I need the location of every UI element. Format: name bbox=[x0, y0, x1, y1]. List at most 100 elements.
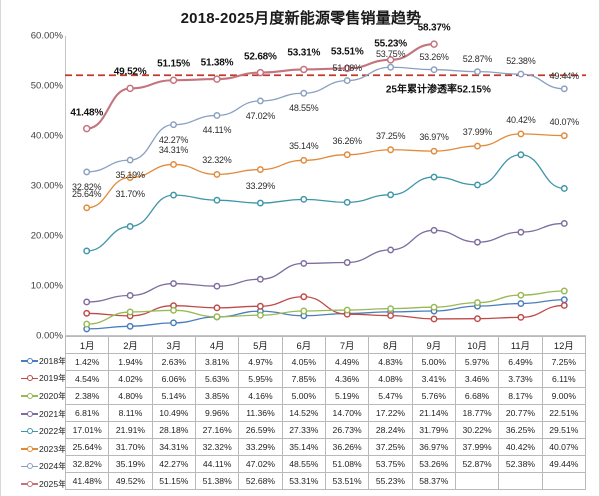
table-cell: 31.79% bbox=[411, 421, 456, 439]
legend-label: 2023年 bbox=[39, 443, 67, 454]
legend-marker-icon bbox=[21, 374, 38, 383]
legend-label: 2025年 bbox=[39, 478, 67, 489]
table-cell: 36.25% bbox=[498, 421, 543, 439]
table-cell: 49.44% bbox=[541, 455, 587, 473]
table-cell: 42.27% bbox=[151, 455, 196, 473]
legend-marker-icon bbox=[21, 479, 38, 488]
table-row: 17.01% 21.91% 28.18% 27.16% 26.59% 27.33% 26.7… bbox=[64, 421, 587, 439]
table-cell: 5.00% bbox=[281, 387, 326, 405]
table-cell: 52.68% bbox=[238, 472, 283, 490]
table-cell: 5.76% bbox=[411, 387, 456, 405]
table-column-header: 12月 bbox=[541, 336, 587, 354]
data-label: 52.68% bbox=[244, 51, 277, 63]
legend-item-2022年: 2022年 bbox=[21, 422, 67, 440]
table-column-header: 11月 bbox=[498, 336, 543, 354]
table-cell: 8.11% bbox=[108, 404, 153, 422]
table-cell: 26.73% bbox=[324, 421, 370, 439]
table-cell: 4.49% bbox=[324, 353, 370, 371]
table-cell: 52.87% bbox=[454, 455, 500, 473]
table-column-header: 8月 bbox=[368, 336, 413, 354]
table-cell: 6.11% bbox=[541, 370, 587, 388]
table-cell: 6.49% bbox=[498, 353, 543, 371]
table-cell: 6.68% bbox=[454, 387, 500, 405]
table-row: 1.42% 1.94% 2.63% 3.81% 4.97% 4.05% 4.49% 4.83%… bbox=[64, 353, 587, 371]
table-cell: 41.48% bbox=[64, 472, 110, 490]
table-cell: 5.63% bbox=[194, 370, 240, 388]
legend-marker-icon bbox=[21, 391, 38, 400]
table-cell: 14.70% bbox=[324, 404, 370, 422]
data-label: 52.87% bbox=[462, 53, 493, 64]
table-cell: 53.51% bbox=[324, 472, 370, 490]
data-label: 37.25% bbox=[375, 130, 406, 141]
table-cell: 58.37% bbox=[411, 472, 456, 490]
series-2022年 bbox=[83, 151, 568, 255]
table-column-header: 10月 bbox=[454, 336, 500, 354]
table-cell: 40.07% bbox=[541, 438, 587, 456]
legend-label: 2022年 bbox=[39, 426, 67, 437]
table-cell: 4.54% bbox=[64, 370, 110, 388]
table-cell: 47.02% bbox=[238, 455, 283, 473]
table-cell: 26.59% bbox=[238, 421, 283, 439]
page-title: 2018-2025月度新能源零售销量趋势 bbox=[180, 10, 422, 27]
data-label: 36.97% bbox=[419, 132, 449, 143]
data-label: 32.82% bbox=[72, 181, 102, 192]
table-cell: 2.63% bbox=[151, 353, 196, 371]
table-cell: 51.08% bbox=[324, 455, 370, 473]
y-axis-tick-label: 20.00% bbox=[30, 230, 63, 242]
data-label: 53.26% bbox=[419, 51, 449, 62]
table-cell: 21.14% bbox=[411, 404, 456, 422]
table-cell: 51.15% bbox=[151, 472, 196, 490]
table-cell: 52.38% bbox=[498, 455, 543, 473]
table-cell: 37.25% bbox=[368, 438, 413, 456]
table-cell: 7.85% bbox=[281, 370, 326, 388]
table-cell: 4.83% bbox=[368, 353, 413, 371]
table-cell: 30.22% bbox=[454, 421, 500, 439]
series-2020年 bbox=[83, 287, 568, 328]
y-axis: 0.00% 10.00% 20.00% 30.00% 40.00% 50.00% 60.00… bbox=[1, 31, 63, 342]
table-cell: 7.25% bbox=[541, 353, 587, 371]
data-label: 33.29% bbox=[245, 180, 276, 191]
table-cell: 4.36% bbox=[324, 370, 370, 388]
table-cell: 25.64% bbox=[64, 438, 110, 456]
table-row: 25.64% 31.70% 34.31% 32.32% 33.29% 35.14% 36.2… bbox=[64, 438, 587, 456]
table-cell: 14.52% bbox=[281, 404, 326, 422]
table-cell: 3.41% bbox=[411, 370, 456, 388]
table-cell: 5.14% bbox=[151, 387, 196, 405]
table-cell: 6.81% bbox=[64, 404, 110, 422]
table-column-header: 3月 bbox=[151, 336, 196, 354]
table-cell: 4.02% bbox=[108, 370, 153, 388]
data-label: 44.11% bbox=[202, 125, 232, 136]
table-cell: 53.75% bbox=[368, 455, 413, 473]
table-row: 41.48% 49.52% 51.15% 51.38% 52.68% 53.31% 53.5… bbox=[64, 472, 587, 490]
table-column-header: 9月 bbox=[411, 336, 456, 354]
data-label: 35.14% bbox=[289, 141, 319, 152]
table-body: 1.42% 1.94% 2.63% 3.81% 4.97% 4.05% 4.49% 4.83%… bbox=[64, 353, 587, 490]
table-cell bbox=[498, 472, 543, 490]
table-cell: 28.18% bbox=[151, 421, 196, 439]
table-cell: 55.23% bbox=[368, 472, 413, 490]
table-cell: 3.85% bbox=[194, 387, 240, 405]
table-cell: 27.33% bbox=[281, 421, 326, 439]
table-cell: 18.77% bbox=[454, 404, 500, 422]
y-axis-tick-label: 0.00% bbox=[36, 330, 63, 342]
table-cell: 8.17% bbox=[498, 387, 543, 405]
table-cell: 53.26% bbox=[411, 455, 456, 473]
table-cell: 22.51% bbox=[541, 404, 587, 422]
table-cell: 31.70% bbox=[108, 438, 153, 456]
table-column-header: 4月 bbox=[194, 336, 240, 354]
reference-line-annotation: 25年累计渗透率52.15% bbox=[385, 84, 491, 96]
data-label: 53.31% bbox=[287, 47, 321, 59]
legend-item-2019年: 2019年 bbox=[21, 370, 67, 388]
table-cell: 4.16% bbox=[238, 387, 283, 405]
legend-item-2025年: 2025年 bbox=[21, 475, 67, 493]
table-row: 6.81% 8.11% 10.49% 9.96% 11.36% 14.52% 14.70% 1… bbox=[64, 404, 587, 422]
legend-marker-icon bbox=[21, 462, 38, 471]
table-cell bbox=[541, 472, 587, 490]
table-row: 2.38% 4.80% 5.14% 3.85% 4.16% 5.00% 5.19% 5.47%… bbox=[64, 387, 587, 405]
legend-label: 2020年 bbox=[39, 390, 67, 401]
table-cell: 4.08% bbox=[368, 370, 413, 388]
data-label: 42.27% bbox=[158, 134, 189, 145]
table-cell: 10.49% bbox=[151, 404, 196, 422]
table-cell: 6.06% bbox=[151, 370, 196, 388]
